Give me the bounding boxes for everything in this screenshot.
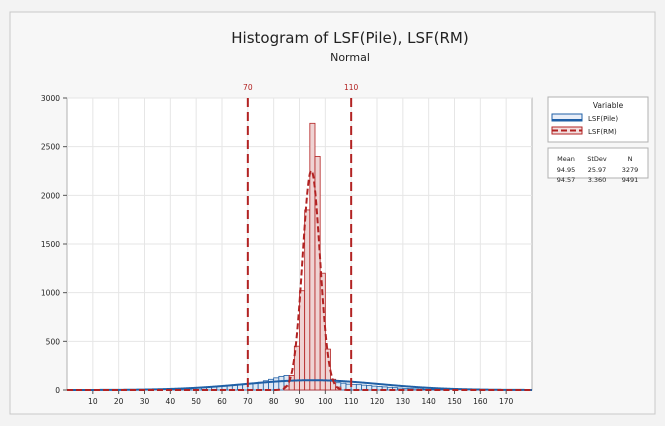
x-tick-label: 20	[114, 397, 124, 406]
x-tick-label: 120	[370, 397, 385, 406]
x-tick-label: 160	[473, 397, 488, 406]
x-tick-label: 90	[295, 397, 305, 406]
stats-pile-n: 3279	[622, 166, 639, 174]
legend-label-pile: LSF(Pile)	[588, 115, 618, 123]
legend-label-rm: LSF(RM)	[588, 128, 617, 136]
fit-curves	[67, 169, 532, 391]
chart-title: Histogram of LSF(Pile), LSF(RM)	[231, 29, 468, 47]
x-tick-label: 170	[499, 397, 514, 406]
stats-header-n: N	[628, 155, 633, 163]
legend-entry-rm: LSF(RM)	[551, 126, 617, 136]
reference-line-label: 70	[243, 83, 253, 92]
bar	[273, 377, 280, 391]
bar	[324, 348, 331, 391]
stats-table: Mean StDev N 94.95 25.97 3279 94.57 3.36…	[547, 147, 649, 184]
y-tick-label: 0	[55, 386, 60, 395]
stats-header-mean: Mean	[557, 155, 575, 163]
stats-rm-stdev: 3.360	[588, 176, 607, 184]
x-tick-label: 40	[166, 397, 176, 406]
stats-table-box	[547, 147, 649, 179]
legend: Variable LSF(Pile) LSF(RM)	[547, 96, 649, 143]
y-tick-label: 1500	[41, 240, 60, 249]
x-tick-label: 50	[191, 397, 201, 406]
y-tick-label: 1000	[41, 289, 60, 298]
legend-entry-pile: LSF(Pile)	[551, 113, 618, 123]
x-tick-label: 60	[217, 397, 227, 406]
x-tick-label: 10	[88, 397, 98, 406]
y-tick-label: 3000	[41, 94, 60, 103]
x-tick-label: 150	[447, 397, 462, 406]
x-tick-label: 140	[422, 397, 437, 406]
y-tick-label: 500	[46, 337, 61, 346]
stats-rm-mean: 94.57	[557, 176, 576, 184]
x-tick-label: 100	[318, 397, 333, 406]
y-axis: 0 500 1000 1500 2000 2500 3000	[41, 94, 67, 395]
stats-header-stdev: StDev	[587, 155, 607, 163]
y-tick-label: 2000	[41, 191, 60, 200]
x-axis: 10 20 30 40 50 60 70 80 90 100 110 120 130 140 150 160 1…	[88, 390, 514, 406]
x-tick-label: 130	[396, 397, 411, 406]
stats-rm-n: 9491	[622, 176, 639, 184]
reference-line-label: 110	[344, 83, 359, 92]
y-tick-label: 2500	[41, 143, 60, 152]
legend-title: Variable	[593, 101, 624, 110]
stats-pile-stdev: 25.97	[588, 166, 607, 174]
x-tick-label: 70	[243, 397, 253, 406]
x-tick-label: 80	[269, 397, 279, 406]
fit-curve	[67, 169, 532, 391]
x-tick-label: 30	[140, 397, 150, 406]
bar	[309, 122, 316, 391]
chart-subtitle: Normal	[330, 51, 370, 64]
reference-lines: 70 110	[243, 83, 359, 390]
bar	[304, 209, 311, 391]
bar	[319, 272, 326, 391]
x-tick-label: 110	[344, 397, 359, 406]
stats-pile-mean: 94.95	[557, 166, 576, 174]
